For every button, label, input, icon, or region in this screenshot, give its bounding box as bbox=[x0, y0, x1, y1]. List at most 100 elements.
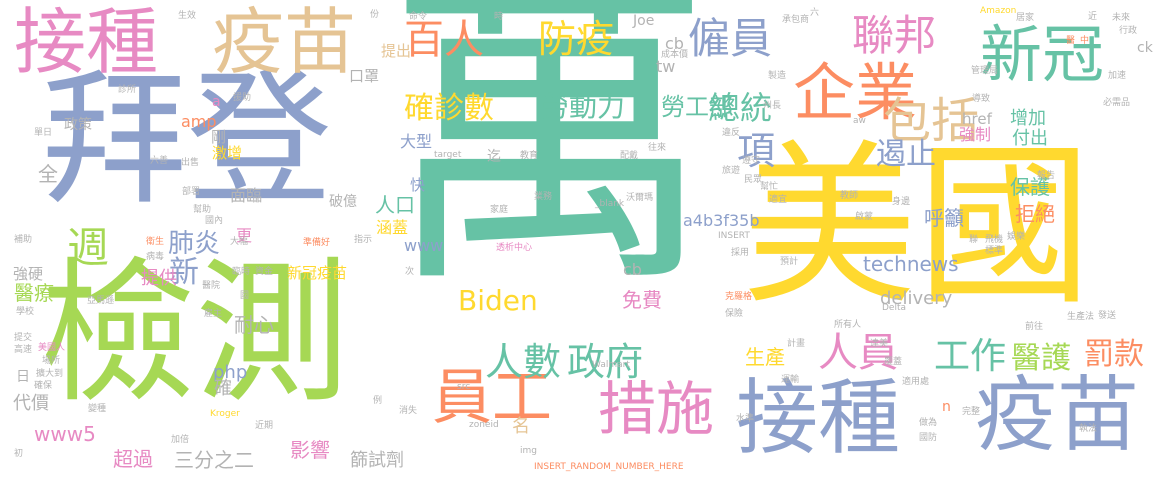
word: 醫院 bbox=[202, 281, 221, 291]
word: 高速 bbox=[14, 345, 33, 355]
word: 政策 bbox=[64, 117, 92, 133]
word: 州長 bbox=[763, 101, 782, 111]
word: 居家 bbox=[1016, 13, 1035, 23]
word: 民眾 bbox=[744, 175, 763, 185]
word: 發送 bbox=[1098, 311, 1117, 321]
word: 初 bbox=[14, 449, 24, 459]
word: 代價 bbox=[13, 393, 49, 414]
word: 娛樂 bbox=[1007, 232, 1026, 242]
word: 適用處 bbox=[902, 377, 930, 387]
word: 做為 bbox=[919, 418, 938, 428]
word: 遵守 bbox=[742, 156, 761, 166]
word: Amazon bbox=[980, 6, 1017, 16]
word: href bbox=[962, 110, 992, 128]
word: 份 bbox=[370, 10, 380, 20]
word: 迄 bbox=[487, 149, 501, 165]
word: 學校 bbox=[16, 307, 35, 317]
word: 達美 bbox=[870, 339, 889, 349]
word: 大型 bbox=[400, 132, 433, 151]
word: 往來 bbox=[648, 143, 667, 153]
word: 採用 bbox=[731, 248, 750, 258]
word: a bbox=[212, 94, 221, 110]
word: 保險 bbox=[725, 309, 744, 319]
word: 未來 bbox=[1112, 13, 1131, 23]
word: 全 bbox=[38, 162, 58, 186]
word: _blank bbox=[595, 199, 625, 209]
word: 保護 bbox=[1010, 175, 1050, 199]
word: 違反 bbox=[722, 128, 741, 138]
word: 沃爾瑪 bbox=[626, 193, 654, 203]
word: 完整 bbox=[962, 407, 981, 417]
word: 近 bbox=[1088, 12, 1098, 22]
word: 導致 bbox=[972, 94, 991, 104]
word: 準備好 bbox=[303, 238, 331, 248]
word: 罰款 bbox=[1084, 337, 1144, 372]
word: 覆蓋 bbox=[884, 357, 903, 367]
word: cb bbox=[665, 34, 684, 53]
word: 計畫 bbox=[787, 339, 806, 349]
word: 所有人 bbox=[834, 320, 862, 330]
word: 篩試劑 bbox=[350, 450, 404, 471]
word: 人數 bbox=[485, 340, 562, 384]
word: 生效 bbox=[178, 11, 197, 21]
word: 勞動力 bbox=[541, 90, 626, 123]
word: 項 bbox=[737, 129, 776, 173]
word: 六善 bbox=[150, 156, 169, 166]
word: 強制 bbox=[959, 125, 992, 144]
word: target bbox=[434, 150, 462, 160]
word: 雇主 bbox=[204, 309, 223, 319]
word: 衛生 bbox=[146, 237, 165, 247]
word: 家庭 bbox=[490, 205, 509, 215]
word: 提出 bbox=[381, 42, 412, 60]
word: 確保 bbox=[34, 381, 53, 391]
word: 新 bbox=[169, 255, 199, 290]
word: Kroger bbox=[210, 409, 240, 419]
word: n bbox=[942, 399, 951, 415]
word: Joe bbox=[633, 13, 655, 29]
word: 肺炎 bbox=[168, 229, 221, 259]
word: 承包商 bbox=[782, 15, 810, 25]
word: 國防 bbox=[919, 433, 938, 443]
word: Walmart bbox=[592, 360, 630, 370]
word: 診所 bbox=[118, 85, 137, 95]
word: 政府 bbox=[567, 340, 644, 384]
word: 付出 bbox=[1012, 128, 1048, 149]
word: 時 bbox=[494, 12, 504, 22]
word: 口罩 bbox=[349, 67, 380, 85]
word: Delta bbox=[882, 303, 907, 313]
word: delivery bbox=[880, 288, 953, 309]
word: 身邊 bbox=[892, 197, 911, 207]
word: aw bbox=[853, 116, 866, 126]
word: INSERT bbox=[718, 231, 750, 241]
word: 出售 bbox=[181, 158, 200, 168]
word: Biden bbox=[458, 284, 538, 317]
word: 配戴 bbox=[620, 151, 639, 161]
word: 聯 bbox=[969, 235, 979, 245]
word: 中 bbox=[1080, 36, 1090, 46]
word: 週 bbox=[67, 223, 110, 272]
word: 拒絕 bbox=[1015, 202, 1055, 226]
word: 接種 bbox=[736, 371, 901, 466]
word: 生產法 bbox=[1067, 312, 1095, 322]
word: 預計 bbox=[780, 257, 799, 267]
word: 僱員 bbox=[688, 14, 773, 63]
word: 涵蓋 bbox=[376, 218, 409, 237]
word: 總統 bbox=[708, 89, 773, 127]
word: a4b3f35b bbox=[683, 211, 760, 230]
word: php bbox=[213, 362, 248, 383]
word: 疫苗 bbox=[975, 368, 1140, 463]
word: 飛機 bbox=[985, 235, 1004, 245]
word: 確診數 bbox=[404, 91, 494, 126]
word: 醫 bbox=[1066, 36, 1076, 46]
word: 遏止 bbox=[876, 137, 936, 172]
word: 幫助 bbox=[193, 205, 212, 215]
word: 萬 bbox=[384, 0, 714, 327]
word: 運輸 bbox=[781, 375, 800, 385]
word: technews bbox=[863, 252, 959, 276]
word: 成本價 bbox=[661, 50, 689, 60]
word: 提供 bbox=[141, 268, 177, 289]
word: 破億 bbox=[329, 194, 357, 210]
word: 教育 bbox=[520, 151, 539, 161]
word: 勞工部 bbox=[661, 93, 733, 121]
